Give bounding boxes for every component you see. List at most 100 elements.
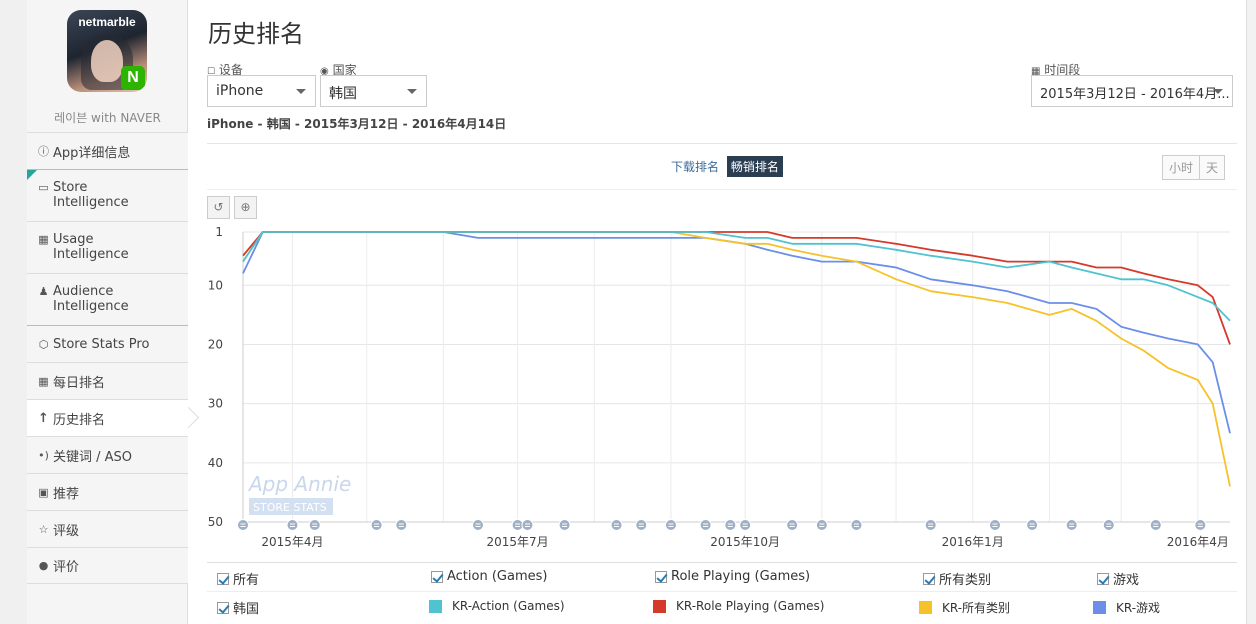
comment-icon: ● xyxy=(38,559,49,572)
sidebar-item-keywords-aso[interactable]: •) 关键词 / ASO xyxy=(27,436,188,473)
granularity-day[interactable]: 天 xyxy=(1198,156,1224,179)
legend-series-kr-action[interactable]: KR-Action (Games) xyxy=(429,599,565,613)
legend-label: 所有 xyxy=(233,573,260,588)
legend-filter-all[interactable]: 所有 xyxy=(217,569,259,588)
keyword-icon: •) xyxy=(38,448,49,462)
legend-series-kr-role-playing[interactable]: KR-Role Playing (Games) xyxy=(653,599,824,613)
sidebar-item-store-stats-pro[interactable]: ⬡ Store Stats Pro xyxy=(27,325,188,362)
naver-badge: N xyxy=(121,66,145,90)
legend-series-kr-games[interactable]: KR-游戏 xyxy=(1093,599,1160,616)
annotation-marker xyxy=(815,519,828,531)
chart-divider xyxy=(207,189,1237,190)
legend-filter-action[interactable]: Action (Games) xyxy=(431,569,547,584)
annotation-marker xyxy=(286,519,299,531)
info-icon: ⓘ xyxy=(38,145,49,158)
sidebar: netmarble N 레이븐 with NAVER ⓘ App详细信息 ▭ S… xyxy=(27,0,188,624)
star-icon: ☆ xyxy=(38,522,49,536)
y-axis-labels: 1 10 20 30 40 50 xyxy=(208,225,223,529)
annotation-marker xyxy=(1065,519,1078,531)
annotation-marker xyxy=(511,519,524,531)
premium-corner-marker xyxy=(27,170,37,180)
legend-label: Role Playing (Games) xyxy=(671,569,811,584)
device-select[interactable]: iPhone xyxy=(207,75,316,107)
annotation-marker xyxy=(989,519,1001,531)
annotation-marker xyxy=(850,519,863,531)
country-filter-label: ◉ 国家 xyxy=(320,63,357,77)
sidebar-item-audience-intelligence[interactable]: ♟ Audience Intelligence xyxy=(27,273,188,325)
annotation-marker xyxy=(521,519,534,531)
sidebar-item-app-details[interactable]: ⓘ App详细信息 xyxy=(27,132,188,169)
chevron-down-icon xyxy=(296,89,306,94)
annotation-flags xyxy=(237,519,1207,531)
annotation-marker xyxy=(237,519,249,531)
legend-series-kr-all[interactable]: KR-所有类别 xyxy=(919,599,1010,616)
sidebar-item-rank-history[interactable]: ↑ 历史排名 xyxy=(27,399,188,436)
globe-icon: ◉ xyxy=(320,66,329,77)
series-line xyxy=(242,231,1231,322)
period-filter-label: ▦ 时间段 xyxy=(1031,63,1081,77)
annotation-marker xyxy=(1102,519,1115,531)
annotation-marker xyxy=(1026,519,1039,531)
legend-swatch xyxy=(919,601,932,614)
granularity-hour[interactable]: 小时 xyxy=(1162,156,1199,179)
zoom-button[interactable]: ⊕ xyxy=(234,196,257,219)
app-icon[interactable]: netmarble N xyxy=(67,10,147,92)
annotation-marker xyxy=(395,519,408,531)
sidebar-item-usage-intelligence[interactable]: ▦ Usage Intelligence xyxy=(27,221,188,273)
tab-downloads[interactable]: 下载排名 xyxy=(671,160,720,174)
x-tick-label: 2015年10月 xyxy=(710,535,780,549)
tab-grossing[interactable]: 畅销排名 xyxy=(726,156,783,177)
sidebar-item-label: Store Intelligence xyxy=(53,180,129,210)
legend-label: KR-Role Playing (Games) xyxy=(676,599,825,613)
legend-filter-role-playing[interactable]: Role Playing (Games) xyxy=(655,569,810,584)
page-title: 历史排名 xyxy=(208,20,304,48)
sidebar-item-reviews[interactable]: ● 评价 xyxy=(27,547,188,584)
checkbox-icon xyxy=(217,601,229,614)
sidebar-item-label: 关键词 / ASO xyxy=(53,449,133,465)
checkbox-icon xyxy=(923,572,935,585)
period-select-value: 2015年3月12日 - 2016年4月... xyxy=(1040,87,1230,102)
legend-label: KR-游戏 xyxy=(1116,601,1161,615)
legend-swatch xyxy=(653,599,666,613)
reset-zoom-button[interactable]: ↺ xyxy=(207,196,230,219)
hexagon-icon: ⬡ xyxy=(38,337,49,351)
filter-summary: iPhone - 韩国 - 2015年3月12日 - 2016年4月14日 xyxy=(207,117,507,131)
series-line xyxy=(242,231,1231,345)
y-tick-label: 1 xyxy=(215,225,223,239)
rank-history-chart[interactable]: 1 10 20 30 40 50 2015年4月 2015年7月 2015年10月 2016年1… xyxy=(207,144,1237,562)
y-tick-label: 20 xyxy=(208,337,223,351)
annotation-marker xyxy=(635,519,648,531)
watermark-app-annie: App Annie xyxy=(247,472,351,496)
legend-filter-all-categories[interactable]: 所有类别 xyxy=(923,569,991,588)
legend-swatch xyxy=(1093,601,1106,614)
sidebar-item-ratings[interactable]: ☆ 评级 xyxy=(27,510,188,547)
legend-filter-games[interactable]: 游戏 xyxy=(1097,569,1139,588)
country-select[interactable]: 韩国 xyxy=(320,75,427,107)
period-select[interactable]: 2015年3月12日 - 2016年4月... xyxy=(1031,75,1233,107)
y-tick-label: 30 xyxy=(208,397,223,411)
app-name: 레이븐 with NAVER xyxy=(54,111,161,125)
annotation-marker xyxy=(370,519,383,531)
legend-label: 游戏 xyxy=(1113,573,1140,588)
watermark-store-stats: STORE STATS xyxy=(253,501,327,514)
device-select-value: iPhone xyxy=(216,83,264,99)
checkbox-icon xyxy=(1097,572,1109,585)
legend-label: 所有类别 xyxy=(939,573,992,588)
page-scrollbar[interactable] xyxy=(1246,0,1256,624)
x-tick-label: 2016年4月 xyxy=(1167,535,1229,549)
sidebar-item-featured[interactable]: ▣ 推荐 xyxy=(27,473,188,510)
annotation-marker xyxy=(924,519,937,531)
sidebar-item-label: 历史排名 xyxy=(53,412,106,428)
legend-label: Action (Games) xyxy=(447,569,548,584)
checkbox-icon xyxy=(431,570,443,583)
sidebar-item-label: Store Stats Pro xyxy=(53,336,150,352)
sidebar-item-store-intelligence[interactable]: ▭ Store Intelligence xyxy=(27,169,188,221)
annotation-marker xyxy=(308,519,321,531)
reset-icon: ↺ xyxy=(213,200,224,214)
sidebar-item-label: 每日排名 xyxy=(53,375,106,391)
sidebar-item-daily-rank[interactable]: ▦ 每日排名 xyxy=(27,362,188,399)
annotation-marker xyxy=(664,519,677,531)
calendar-icon: ▦ xyxy=(38,374,49,388)
sidebar-nav: ⓘ App详细信息 ▭ Store Intelligence ▦ Usage I… xyxy=(27,132,188,584)
legend-filter-korea[interactable]: 韩国 xyxy=(217,598,259,617)
